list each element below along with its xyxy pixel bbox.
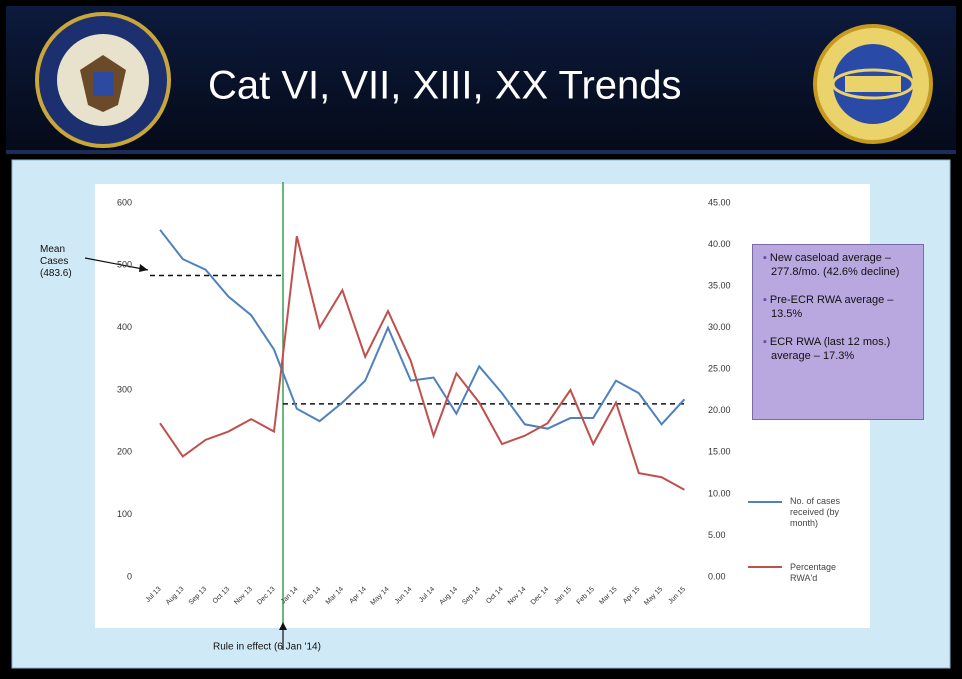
series-line xyxy=(159,236,685,491)
y-tick-label: 400 xyxy=(117,322,132,332)
y-tick-label: 200 xyxy=(117,447,132,457)
y2-tick-label: 35.00 xyxy=(708,280,731,290)
y2-tick-label: 45.00 xyxy=(708,197,731,207)
plot-area xyxy=(95,184,870,628)
rule-label: Rule in effect (6 Jan '14) xyxy=(213,642,321,653)
note: ECR RWA (last 12 mos.) average – 17.3% xyxy=(761,335,919,363)
y2-tick-label: 25.00 xyxy=(708,364,731,374)
y2-tick-label: 10.00 xyxy=(708,488,731,498)
note: Pre-ECR RWA average – 13.5% xyxy=(761,293,919,321)
mean-arrow xyxy=(84,257,149,271)
y2-tick-label: 0.00 xyxy=(708,571,726,581)
mean-label: Mean Cases (483.6) xyxy=(40,244,72,279)
series-line xyxy=(159,229,686,430)
y-tick-label: 0 xyxy=(127,571,132,581)
y2-tick-label: 30.00 xyxy=(708,322,731,332)
note: New caseload average – 277.8/mo. (42.6% … xyxy=(761,251,919,279)
y2-tick-label: 15.00 xyxy=(708,447,731,457)
y2-tick-label: 5.00 xyxy=(708,530,726,540)
y-tick-label: 300 xyxy=(117,384,132,394)
slide-title: Cat VI, VII, XIII, XX Trends xyxy=(208,64,682,108)
legend-label: No. of cases received (by month) xyxy=(790,496,841,528)
ddtc-seal xyxy=(813,24,933,144)
y-tick-label: 100 xyxy=(117,509,132,519)
notes-box: New caseload average – 277.8/mo. (42.6% … xyxy=(752,244,924,420)
y2-tick-label: 20.00 xyxy=(708,405,731,415)
y2-tick-label: 40.00 xyxy=(708,239,731,249)
y-tick-label: 500 xyxy=(117,260,132,270)
mean-arrowhead xyxy=(139,264,148,272)
state-seal xyxy=(35,12,171,148)
legend-label: Percentage RWA'd xyxy=(790,562,837,583)
header-rule xyxy=(6,150,956,154)
rule-arrowhead xyxy=(279,622,287,630)
y-tick-label: 600 xyxy=(117,197,132,207)
